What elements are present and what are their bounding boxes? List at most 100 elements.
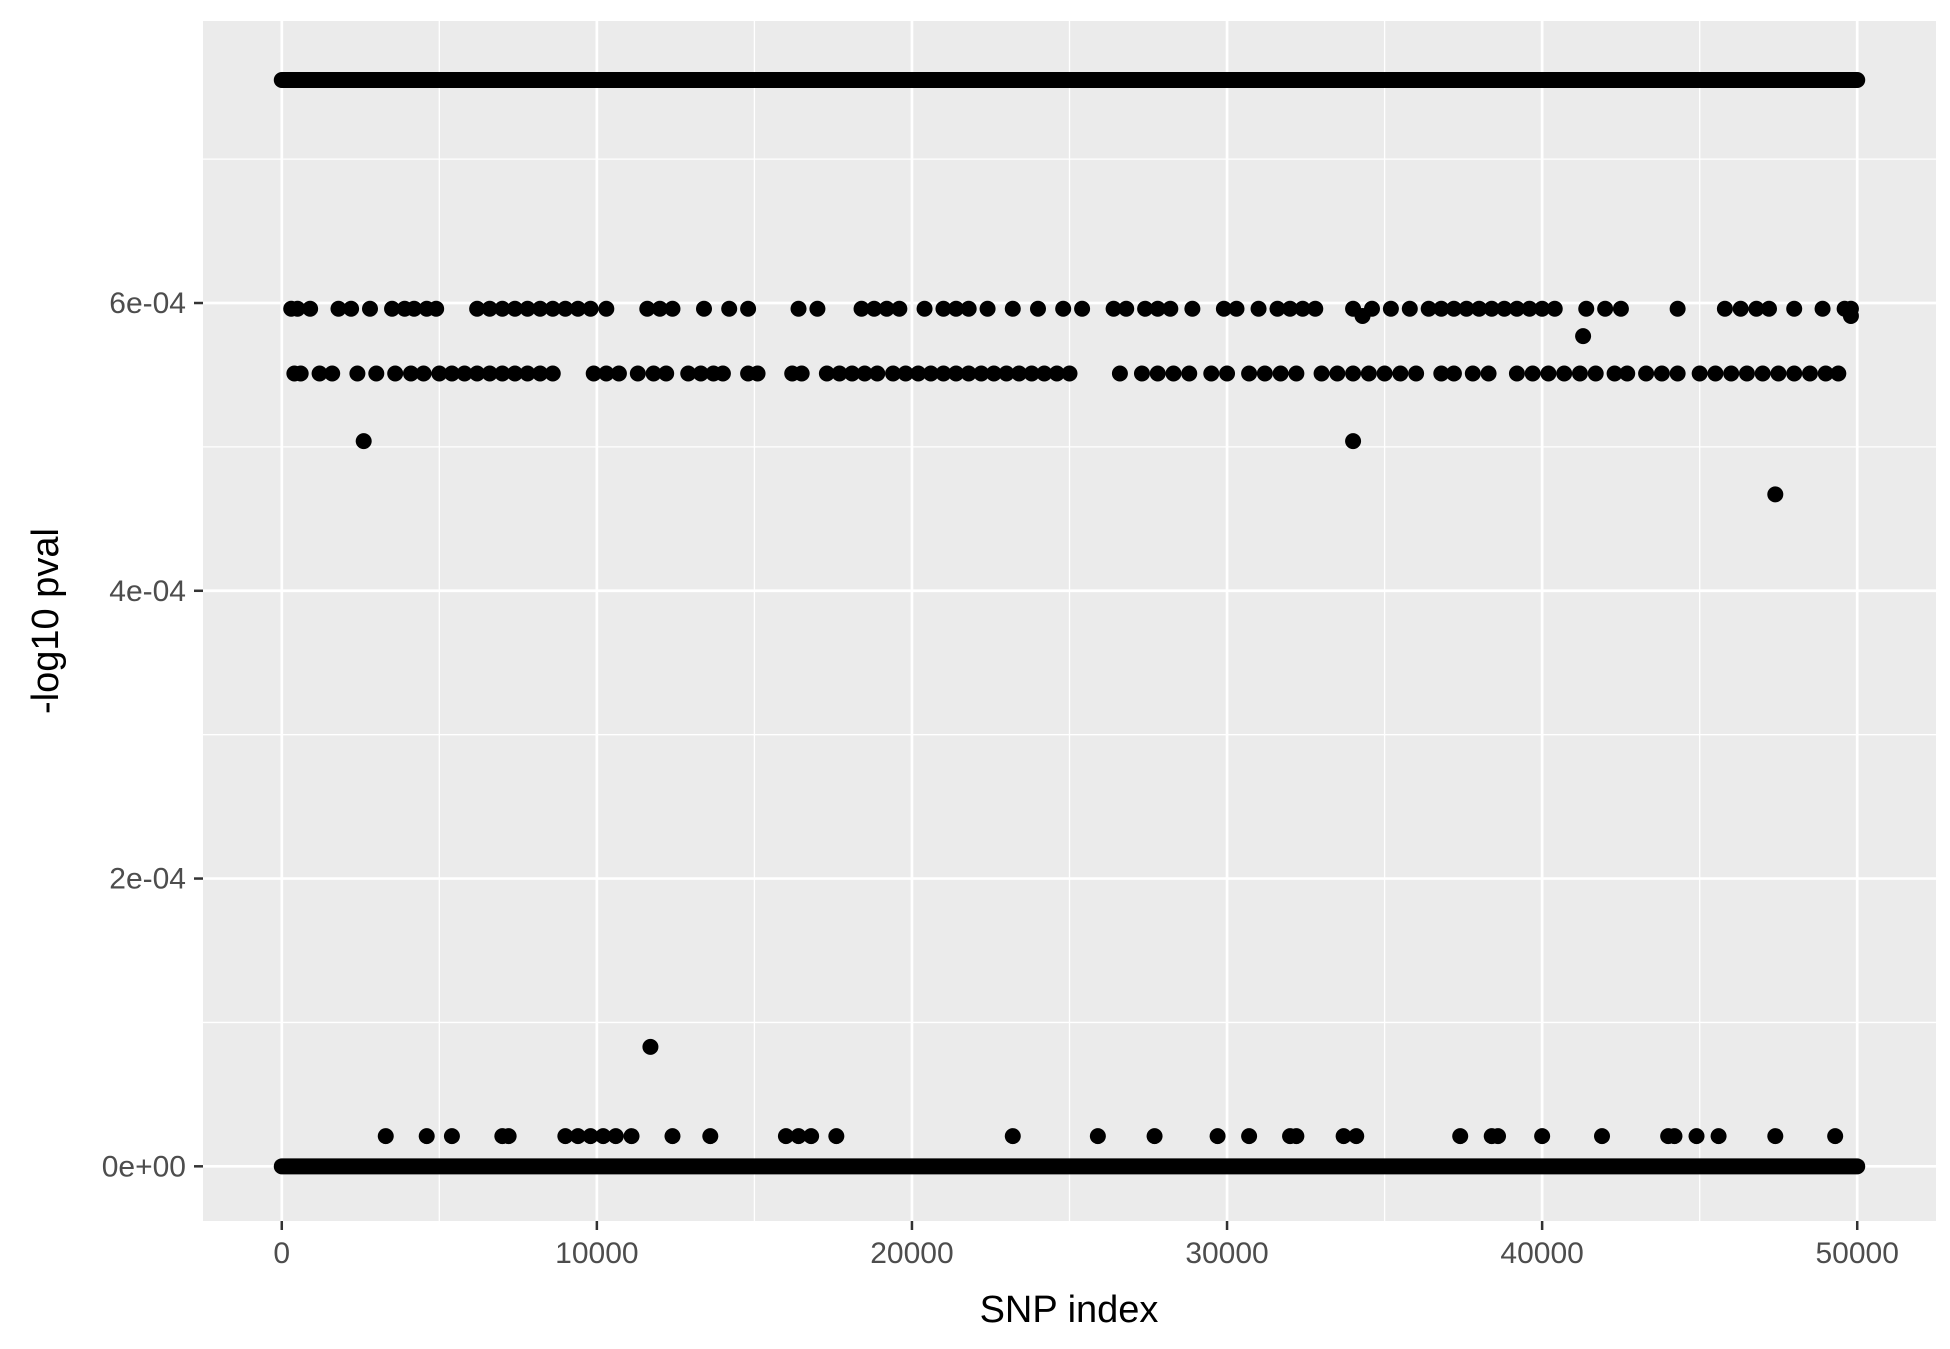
data-point — [406, 300, 423, 317]
data-point — [1483, 300, 1500, 317]
data-point — [582, 1128, 599, 1145]
data-point — [1256, 365, 1273, 382]
data-point — [1408, 365, 1425, 382]
data-point — [1521, 300, 1538, 317]
data-point — [469, 365, 486, 382]
data-point — [809, 300, 826, 317]
data-point — [1732, 300, 1749, 317]
data-point — [935, 300, 952, 317]
data-point — [1612, 300, 1629, 317]
data-point — [844, 365, 861, 382]
data-point — [1181, 365, 1198, 382]
data-point — [607, 1128, 624, 1145]
data-point — [1149, 300, 1166, 317]
x-tick-label: 40000 — [1500, 1237, 1583, 1270]
data-point — [878, 300, 895, 317]
data-point — [598, 365, 615, 382]
data-point — [1716, 300, 1733, 317]
data-point — [384, 300, 401, 317]
data-point — [1754, 365, 1771, 382]
data-point — [1707, 365, 1724, 382]
dense-point-bands — [273, 71, 1866, 1175]
data-point — [402, 365, 419, 382]
data-point — [1004, 1128, 1021, 1145]
x-axis-ticks: 0 10000 20000 30000 40000 50000 — [273, 1221, 1899, 1270]
data-point — [1401, 300, 1418, 317]
data-point — [623, 1128, 640, 1145]
data-point — [1345, 433, 1362, 450]
data-point — [1228, 300, 1245, 317]
data-point — [651, 300, 668, 317]
data-point — [387, 365, 404, 382]
data-point — [1348, 1128, 1365, 1145]
data-point — [1118, 300, 1135, 317]
data-point — [1496, 300, 1513, 317]
data-point — [856, 365, 873, 382]
data-point — [569, 300, 586, 317]
data-point — [793, 365, 810, 382]
data-point — [1023, 365, 1040, 382]
data-point — [1048, 365, 1065, 382]
data-point — [377, 1128, 394, 1145]
data-point — [973, 365, 990, 382]
data-point — [1556, 365, 1573, 382]
data-point — [680, 365, 697, 382]
data-point — [1011, 365, 1028, 382]
data-point — [1666, 1128, 1683, 1145]
data-point — [1354, 307, 1371, 324]
x-tick-label: 30000 — [1185, 1237, 1268, 1270]
data-point — [1313, 365, 1330, 382]
data-point — [1133, 365, 1150, 382]
x-tick-label: 20000 — [870, 1237, 953, 1270]
data-point — [1578, 300, 1595, 317]
y-tick-label: 6e-04 — [109, 287, 186, 320]
data-point — [1433, 365, 1450, 382]
data-point — [1329, 365, 1346, 382]
data-point — [1669, 365, 1686, 382]
data-point — [1471, 300, 1488, 317]
data-point — [456, 365, 473, 382]
data-point — [1524, 365, 1541, 382]
data-point — [1105, 300, 1122, 317]
data-point — [790, 300, 807, 317]
data-point — [1534, 300, 1551, 317]
data-point — [985, 365, 1002, 382]
y-tick-label: 4e-04 — [109, 575, 186, 608]
data-point — [1055, 300, 1072, 317]
data-point — [1036, 365, 1053, 382]
data-point — [1801, 365, 1818, 382]
data-point — [557, 300, 574, 317]
data-point — [916, 300, 933, 317]
data-point — [610, 365, 627, 382]
data-point — [1029, 300, 1046, 317]
data-point — [1817, 365, 1834, 382]
data-point — [1786, 365, 1803, 382]
data-point — [1597, 300, 1614, 317]
data-point — [569, 1128, 586, 1145]
data-point — [1546, 300, 1563, 317]
data-point — [714, 365, 731, 382]
data-point — [532, 365, 549, 382]
data-point — [532, 300, 549, 317]
data-point — [828, 1128, 845, 1145]
data-point — [1162, 300, 1179, 317]
data-point — [1594, 1128, 1611, 1145]
data-point — [948, 300, 965, 317]
data-point — [1392, 365, 1409, 382]
data-point — [740, 300, 757, 317]
data-point — [1250, 300, 1267, 317]
data-point — [702, 1128, 719, 1145]
data-point — [1540, 365, 1557, 382]
data-point — [349, 365, 366, 382]
data-point — [777, 1128, 794, 1145]
data-point — [803, 1128, 820, 1145]
data-point — [1490, 1128, 1507, 1145]
data-point — [1345, 365, 1362, 382]
data-point — [1464, 365, 1481, 382]
data-point — [1089, 1128, 1106, 1145]
data-point — [639, 300, 656, 317]
data-point — [1137, 300, 1154, 317]
data-point — [1335, 1128, 1352, 1145]
data-point — [853, 300, 870, 317]
